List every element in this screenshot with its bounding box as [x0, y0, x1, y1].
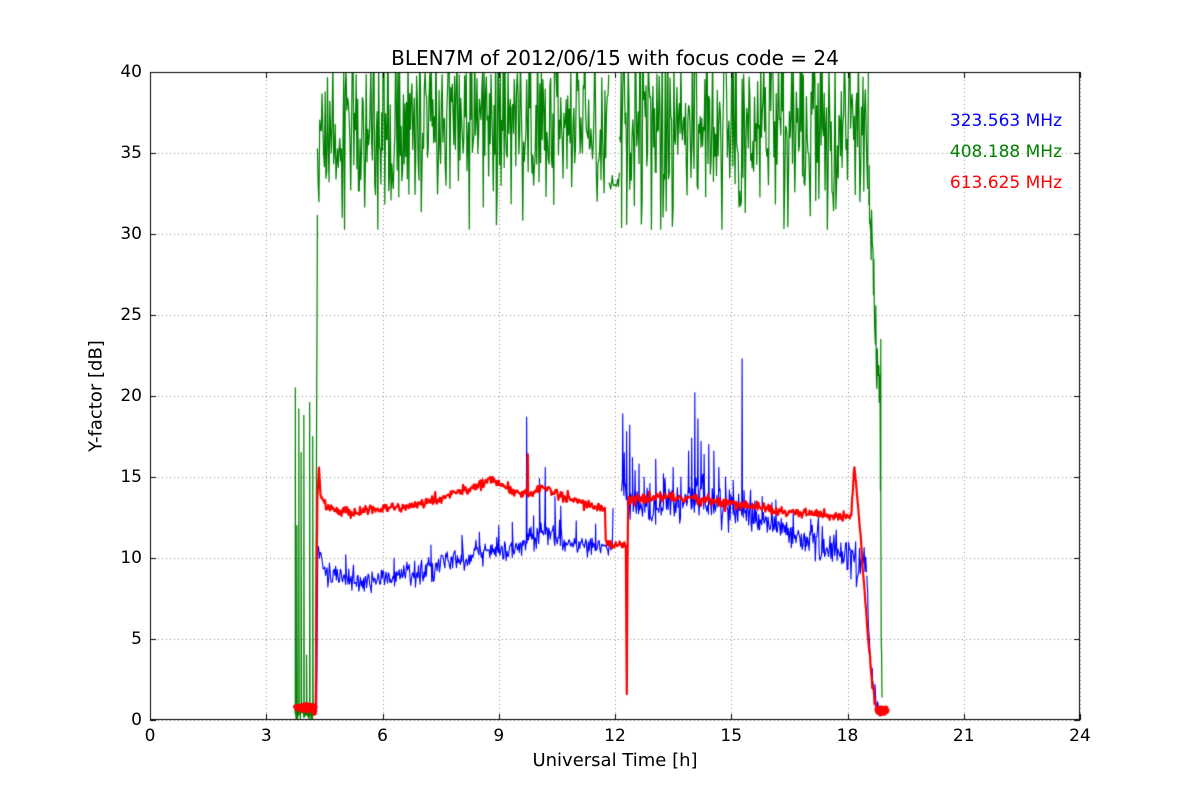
y-tick-label: 10: [120, 548, 142, 568]
legend: 323.563 MHz 408.188 MHz 613.625 MHz: [950, 106, 1062, 199]
x-axis-label: Universal Time [h]: [532, 750, 698, 771]
y-tick-label: 0: [131, 710, 142, 730]
x-tick-label: 12: [604, 726, 626, 746]
y-tick-label: 35: [120, 143, 142, 163]
y-tick-label: 20: [120, 386, 142, 406]
x-tick-label: 18: [836, 726, 859, 746]
y-tick-label: 5: [131, 629, 142, 649]
chart-title: BLEN7M of 2012/06/15 with focus code = 2…: [391, 46, 839, 70]
y-tick-label: 15: [120, 467, 142, 487]
x-tick-label: 0: [144, 726, 156, 746]
x-tick-label: 6: [377, 726, 388, 746]
y-tick-label: 30: [120, 224, 142, 244]
legend-entry: 613.625 MHz: [949, 173, 1062, 193]
x-tick-label: 9: [493, 726, 505, 746]
legend-entry: 408.188 MHz: [949, 142, 1062, 162]
y-tick-label: 40: [120, 62, 142, 82]
x-tick-label: 24: [1069, 726, 1091, 746]
legend-entry: 323.563 MHz: [949, 111, 1062, 131]
x-tick-label: 3: [260, 726, 272, 746]
y-tick-label: 25: [120, 305, 142, 325]
x-tick-label: 15: [720, 726, 743, 746]
x-tick-label: 21: [952, 726, 975, 746]
